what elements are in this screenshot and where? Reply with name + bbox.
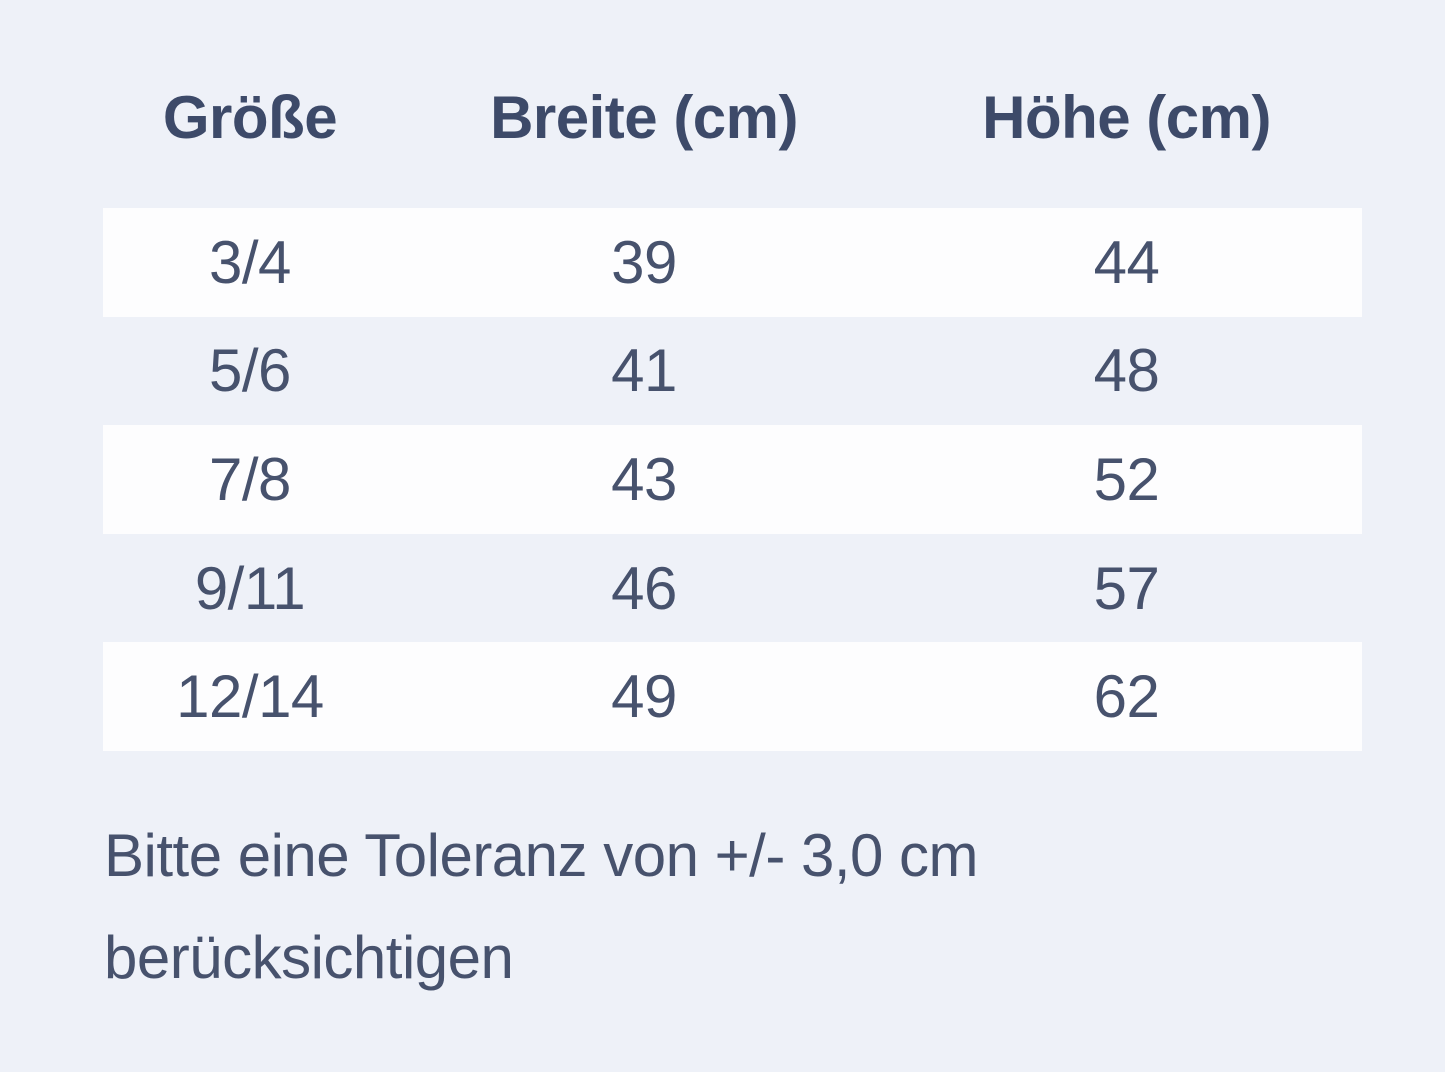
table-row: 12/14 49 62	[103, 642, 1362, 751]
size-value: 9/11	[194, 554, 306, 622]
column-header-breite: Breite (cm)	[490, 83, 798, 151]
hoehe-value: 52	[1093, 445, 1160, 513]
breite-value: 46	[611, 554, 677, 622]
tolerance-note: Bitte eine Toleranz von +/- 3,0 cm berüc…	[104, 822, 979, 991]
breite-value: 49	[611, 663, 677, 731]
column-header-groesse: Größe	[162, 83, 338, 151]
hoehe-value: 62	[1093, 663, 1160, 731]
size-chart-header-row: Größe Breite (cm) Höhe (cm)	[103, 72, 1362, 162]
hoehe-value: 57	[1093, 554, 1160, 622]
table-row: 7/8 43 52	[103, 425, 1362, 534]
size-value: 12/14	[176, 663, 324, 731]
table-row: 5/6 41 48	[103, 317, 1362, 426]
size-value: 3/4	[209, 228, 291, 296]
breite-value: 41	[611, 337, 677, 405]
breite-value: 43	[611, 445, 677, 513]
size-value: 5/6	[209, 337, 291, 405]
size-chart-table: 3/4 39 44 5/6 41 48 7/8 43 52 9/11 46 57…	[103, 208, 1362, 751]
table-row: 9/11 46 57	[103, 534, 1362, 643]
size-value: 7/8	[209, 445, 291, 513]
column-header-hoehe: Höhe (cm)	[982, 83, 1271, 151]
breite-value: 39	[611, 228, 677, 296]
hoehe-value: 44	[1093, 228, 1160, 296]
hoehe-value: 48	[1093, 337, 1160, 405]
table-row: 3/4 39 44	[103, 208, 1362, 317]
